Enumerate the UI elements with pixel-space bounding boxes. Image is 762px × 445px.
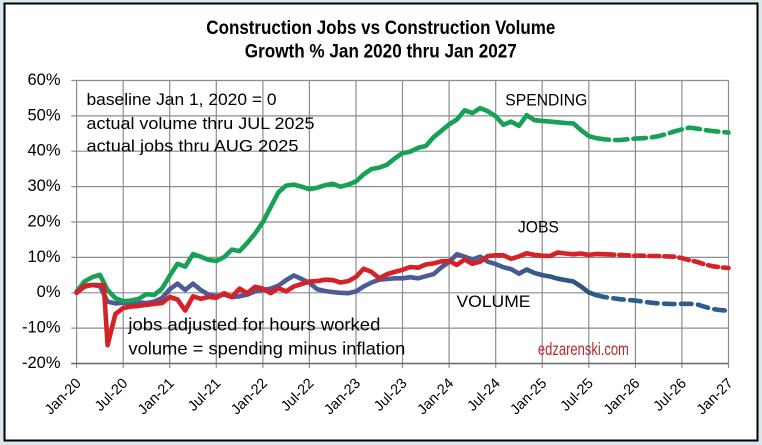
svg-text:Construction Jobs vs Construct: Construction Jobs vs Construction Volume: [206, 17, 555, 39]
svg-text:-20%: -20%: [22, 354, 61, 372]
svg-text:actual jobs thru AUG 2025: actual jobs thru AUG 2025: [87, 136, 299, 155]
svg-text:30%: 30%: [27, 177, 60, 195]
svg-text:volume = spending minus inflat: volume = spending minus inflation: [128, 339, 405, 359]
svg-text:baseline Jan 1, 2020 = 0: baseline Jan 1, 2020 = 0: [87, 90, 277, 109]
svg-text:-10%: -10%: [22, 319, 61, 337]
svg-text:VOLUME: VOLUME: [457, 292, 531, 311]
svg-text:40%: 40%: [27, 142, 60, 160]
svg-text:10%: 10%: [27, 248, 60, 266]
svg-text:jobs adjusted for hours worked: jobs adjusted for hours worked: [127, 315, 380, 335]
svg-text:JOBS: JOBS: [518, 218, 559, 237]
svg-text:SPENDING: SPENDING: [505, 91, 587, 110]
svg-text:50%: 50%: [27, 106, 60, 124]
svg-text:Growth % Jan 2020 thru Jan 202: Growth % Jan 2020 thru Jan 2027: [245, 41, 517, 63]
svg-text:20%: 20%: [27, 212, 60, 230]
svg-text:edzarenski.com: edzarenski.com: [538, 339, 629, 359]
svg-text:60%: 60%: [27, 71, 60, 89]
svg-text:actual volume thru JUL 2025: actual volume thru JUL 2025: [87, 114, 315, 133]
svg-text:0%: 0%: [37, 283, 61, 301]
